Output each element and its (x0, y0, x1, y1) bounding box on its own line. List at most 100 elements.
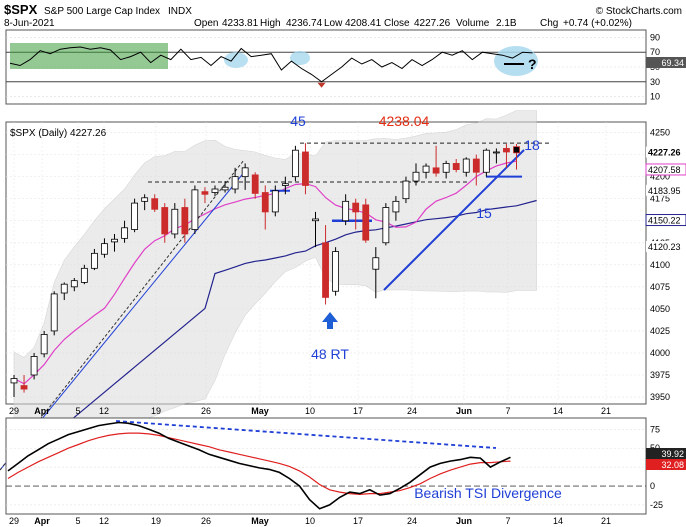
credit: © StockCharts.com (596, 6, 682, 17)
candle (80, 264, 88, 285)
candle (40, 330, 48, 358)
price-tick-label: 4250 (650, 128, 670, 138)
candle (291, 145, 299, 182)
candle (221, 181, 229, 193)
rsi-tick-label: 90 (650, 32, 660, 42)
tsi-line (7, 421, 511, 510)
moving-average-long (13, 199, 537, 468)
candle (302, 143, 309, 195)
candle (352, 198, 360, 230)
candle (271, 185, 279, 217)
candle (131, 198, 139, 233)
candle (402, 176, 410, 204)
exchange: INDX (168, 6, 192, 17)
price-tick-label: 4050 (650, 304, 670, 314)
tsi-panel: 7550250-25 Bearish TSI Divergence 39.92 … (5, 417, 686, 515)
price-value-label: 4227.26 (648, 148, 681, 158)
high-value: 4236.74 (286, 18, 323, 29)
annotation-48-rt: 48 RT (311, 346, 349, 362)
candle (332, 247, 340, 296)
x-tick-label: Apr (34, 406, 50, 416)
x-tick-label: 10 (305, 406, 315, 416)
low-label: Low (324, 18, 343, 29)
price-value-badge (646, 184, 686, 196)
price-tick-label: 4000 (650, 348, 670, 358)
candle (312, 211, 319, 248)
close-value: 4227.26 (414, 18, 451, 29)
candle (251, 172, 259, 199)
price-value-label: 4207.58 (648, 165, 681, 175)
rsi-tick-label: 10 (650, 92, 660, 102)
tsi-value-badge (646, 448, 686, 459)
candle (281, 176, 289, 195)
candle (261, 185, 269, 230)
x-tick-label: 17 (353, 406, 363, 416)
candle (482, 148, 490, 177)
low-value: 4208.41 (345, 18, 382, 29)
ohlc-readout: Open 4233.81 High 4236.74 Low 4208.41 Cl… (194, 18, 632, 29)
candle (161, 203, 169, 243)
x-tick-label: Jun (456, 516, 472, 526)
candle (362, 198, 370, 243)
price-value-badge (645, 214, 686, 227)
rising-trendline (383, 149, 525, 291)
x-tick-label: 21 (601, 406, 611, 416)
candle (412, 163, 420, 186)
volume-label: Volume (456, 18, 490, 29)
candle (141, 194, 149, 211)
candle (472, 154, 480, 186)
volume-value: 2.1B (496, 18, 517, 29)
x-tick-label: 12 (99, 406, 109, 416)
candle (211, 185, 219, 197)
x-tick-label: 5 (75, 516, 80, 526)
rsi-tick-label: 30 (650, 77, 660, 87)
up-arrow-icon (322, 312, 338, 329)
candle (342, 194, 350, 226)
annotation-18: 18 (524, 137, 540, 153)
price-panel: 4250422542004175415041254100407540504025… (0, 110, 686, 471)
candle (452, 159, 460, 173)
chg-value: +0.74 (+0.02%) (563, 18, 632, 29)
x-tick-label: 5 (75, 406, 80, 416)
candle (442, 160, 450, 179)
x-tick-label: Apr (34, 516, 50, 526)
candle (70, 278, 78, 292)
open-value: 4233.81 (222, 18, 259, 29)
candle (382, 203, 390, 246)
tsi-signal-badge (646, 459, 686, 470)
candle (372, 247, 380, 299)
rsi-peak-marker (224, 52, 248, 68)
tsi-value-label: 39.92 (661, 449, 684, 459)
x-tick-label: 26 (201, 516, 211, 526)
price-value-badge (646, 240, 686, 252)
price-panel-title: $SPX (Daily) 4227.26 (10, 128, 107, 139)
candle (513, 144, 520, 170)
tsi-divergence-line (115, 420, 497, 449)
price-value-label: 4183.95 (648, 186, 681, 196)
candle (181, 198, 189, 243)
tsi-tick-label: -25 (650, 500, 663, 510)
x-tick-label: 12 (99, 516, 109, 526)
x-tick-label: 29 (9, 516, 19, 526)
price-value-label: 4150.22 (648, 216, 681, 226)
tsi-signal-line (7, 432, 511, 496)
price-tick-label: 4175 (650, 194, 670, 204)
rsi-tick-label: 70 (650, 47, 660, 57)
candle (191, 185, 199, 234)
symbol: $SPX (4, 2, 38, 17)
tsi-annotation: Bearish TSI Divergence (414, 485, 562, 501)
candle (91, 248, 98, 271)
x-tick-label: May (251, 516, 269, 526)
candle (121, 220, 128, 243)
price-tick-label: 3975 (650, 370, 670, 380)
rsi-value-label: 69.34 (661, 58, 684, 68)
rsi-current-marker (494, 46, 538, 76)
candle (30, 352, 38, 380)
x-tick-label: 7 (505, 406, 510, 416)
rsi-question-mark: ? (528, 56, 537, 72)
x-tick-label: 17 (353, 516, 363, 526)
x-tick-label: 24 (407, 406, 417, 416)
candle (101, 238, 108, 258)
x-tick-label: 21 (601, 516, 611, 526)
price-value-label: 4120.23 (648, 242, 681, 252)
